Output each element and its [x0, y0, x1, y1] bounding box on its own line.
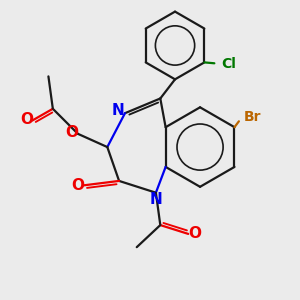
Text: N: N	[112, 103, 125, 118]
Text: Cl: Cl	[221, 57, 236, 71]
Text: O: O	[188, 226, 201, 242]
Text: Br: Br	[243, 110, 261, 124]
Text: N: N	[150, 192, 163, 207]
Text: O: O	[71, 178, 84, 193]
Text: O: O	[65, 125, 78, 140]
Text: O: O	[20, 112, 33, 127]
